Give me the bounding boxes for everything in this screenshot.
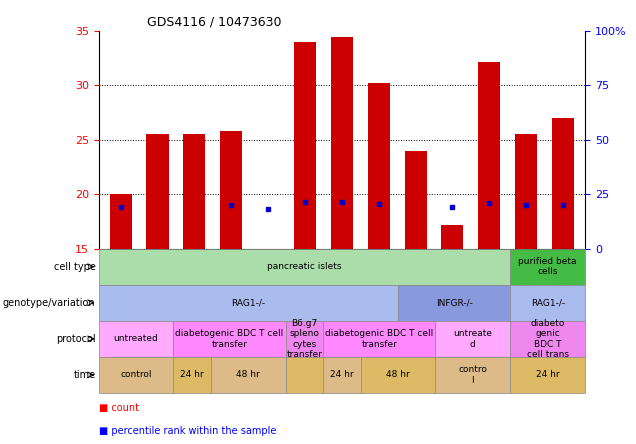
Bar — [436, 357, 510, 393]
Bar — [441, 225, 464, 249]
Text: untreated: untreated — [114, 334, 158, 343]
Bar — [174, 357, 211, 393]
Bar — [211, 357, 286, 393]
Bar — [99, 321, 174, 357]
Text: genotype/variation: genotype/variation — [3, 298, 95, 308]
Text: 48 hr: 48 hr — [386, 370, 410, 380]
Text: ■ count: ■ count — [99, 404, 139, 413]
Text: 24 hr: 24 hr — [181, 370, 204, 380]
Text: diabetogenic BDC T cell
transfer: diabetogenic BDC T cell transfer — [176, 329, 284, 349]
Text: INFGR-/-: INFGR-/- — [436, 298, 473, 307]
Bar — [552, 118, 574, 249]
Text: 24 hr: 24 hr — [536, 370, 560, 380]
Text: untreate
d: untreate d — [453, 329, 492, 349]
Bar — [478, 62, 501, 249]
Bar — [510, 285, 585, 321]
Text: pancreatic islets: pancreatic islets — [267, 262, 342, 271]
Bar — [510, 249, 585, 285]
Text: 48 hr: 48 hr — [237, 370, 260, 380]
Bar — [174, 321, 286, 357]
Text: control: control — [120, 370, 152, 380]
Text: RAG1-/-: RAG1-/- — [530, 298, 565, 307]
Bar — [183, 135, 205, 249]
Text: purified beta
cells: purified beta cells — [518, 257, 577, 276]
Text: 24 hr: 24 hr — [330, 370, 354, 380]
Text: B6.g7
spleno
cytes
transfer: B6.g7 spleno cytes transfer — [286, 319, 322, 359]
Bar — [361, 357, 436, 393]
Bar — [510, 321, 585, 357]
Text: diabeto
genic
BDC T
cell trans: diabeto genic BDC T cell trans — [527, 319, 569, 359]
Bar — [368, 83, 390, 249]
Text: protocol: protocol — [56, 334, 95, 344]
Bar — [398, 285, 510, 321]
Bar — [146, 135, 169, 249]
Bar — [220, 131, 242, 249]
Bar — [510, 357, 585, 393]
Bar — [109, 194, 132, 249]
Bar — [404, 151, 427, 249]
Bar — [323, 357, 361, 393]
Text: time: time — [73, 370, 95, 380]
Bar — [294, 42, 316, 249]
Bar — [99, 357, 174, 393]
Bar — [286, 357, 323, 393]
Text: diabetogenic BDC T cell
transfer: diabetogenic BDC T cell transfer — [325, 329, 433, 349]
Text: GDS4116 / 10473630: GDS4116 / 10473630 — [148, 16, 282, 28]
Text: contro
l: contro l — [459, 365, 487, 385]
Text: RAG1-/-: RAG1-/- — [232, 298, 265, 307]
Bar — [515, 135, 537, 249]
Bar — [323, 321, 436, 357]
Text: ■ percentile rank within the sample: ■ percentile rank within the sample — [99, 426, 276, 436]
Bar — [286, 321, 323, 357]
Bar — [99, 249, 510, 285]
Bar — [331, 36, 353, 249]
Bar — [436, 321, 510, 357]
Text: cell type: cell type — [53, 262, 95, 272]
Bar — [99, 285, 398, 321]
